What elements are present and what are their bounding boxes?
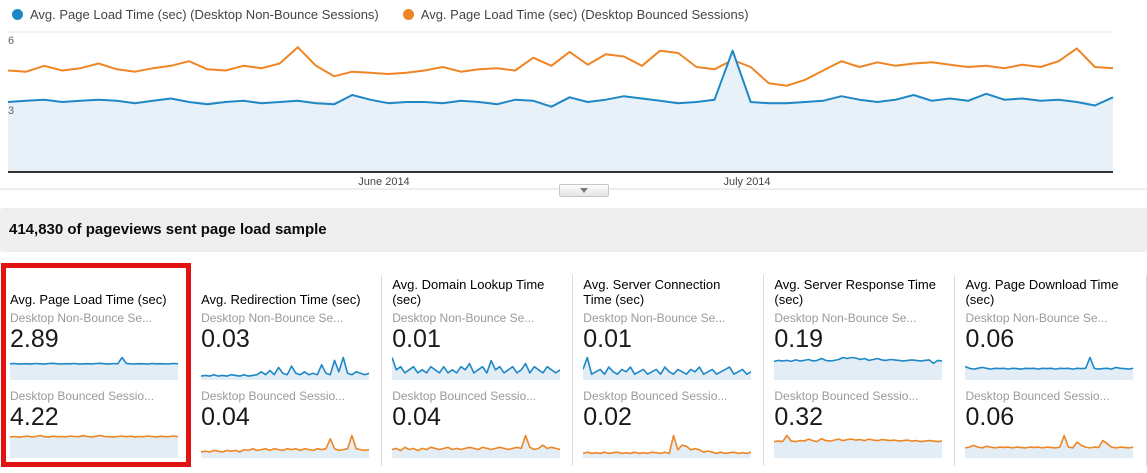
metric-card-title: Avg. Page Download Time (sec)	[965, 277, 1119, 307]
sparkline-bounced	[392, 434, 561, 458]
metric-value: 0.01	[392, 325, 441, 353]
main-chart-svg: 6 3 June 2014 July 2014	[0, 31, 1147, 190]
sparkline-bounced	[774, 434, 943, 458]
metric-card-avg-redirection-time[interactable]: Avg. Redirection Time (sec) Desktop Non-…	[191, 275, 383, 466]
metric-series-label: Desktop Non-Bounce Se...	[774, 311, 917, 325]
metric-card-title: Avg. Server Connection Time (sec)	[583, 277, 721, 307]
metric-series-label: Desktop Bounced Sessio...	[965, 389, 1110, 403]
metric-card-avg-page-download-time[interactable]: Avg. Page Download Time (sec) Desktop No…	[955, 275, 1147, 466]
sparkline-bounced	[201, 434, 370, 458]
metric-series-label: Desktop Non-Bounce Se...	[392, 311, 535, 325]
metric-card-title: Avg. Domain Lookup Time (sec)	[392, 277, 545, 307]
metric-value: 0.06	[965, 403, 1015, 431]
metric-series-label: Desktop Non-Bounce Se...	[10, 311, 153, 325]
metric-series-label: Desktop Bounced Sessio...	[10, 389, 155, 403]
y-tick-3: 3	[8, 105, 14, 117]
metric-series-label: Desktop Non-Bounce Se...	[201, 311, 344, 325]
metric-series-label: Desktop Non-Bounce Se...	[965, 311, 1108, 325]
metric-value: 0.32	[774, 403, 824, 431]
y-tick-6: 6	[8, 35, 14, 47]
legend-label: Avg. Page Load Time (sec) (Desktop Bounc…	[420, 7, 749, 22]
metric-card-title: Avg. Page Load Time (sec)	[10, 292, 167, 307]
chart-series	[7, 46, 1114, 173]
metric-series-label: Desktop Bounced Sessio...	[392, 389, 537, 403]
metric-value: 0.06	[965, 325, 1015, 353]
sparkline-non-bounce	[392, 357, 561, 380]
legend-item-non-bounce: Avg. Page Load Time (sec) (Desktop Non-B…	[12, 7, 379, 22]
sparkline-non-bounce	[10, 356, 179, 380]
timeline-chart[interactable]: 6 3 June 2014 July 2014	[0, 30, 1147, 198]
series-dot-icon	[402, 9, 414, 20]
sparkline-non-bounce	[201, 356, 370, 380]
legend-label: Avg. Page Load Time (sec) (Desktop Non-B…	[30, 7, 379, 22]
x-tick-july: July 2014	[723, 176, 770, 188]
metric-card-avg-domain-lookup-time[interactable]: Avg. Domain Lookup Time (sec) Desktop No…	[382, 275, 574, 466]
metric-series-label: Desktop Non-Bounce Se...	[583, 311, 726, 325]
sparkline-bounced	[583, 434, 752, 458]
legend-item-bounced: Avg. Page Load Time (sec) (Desktop Bounc…	[402, 7, 749, 22]
metric-series-label: Desktop Bounced Sessio...	[583, 389, 728, 403]
metric-card-title: Avg. Server Response Time (sec)	[774, 277, 936, 307]
metric-value: 0.01	[583, 325, 632, 353]
metric-value: 0.02	[583, 403, 632, 431]
metric-value: 0.04	[392, 403, 441, 431]
metric-value: 2.89	[10, 325, 59, 353]
collapse-chart-button[interactable]	[559, 184, 609, 197]
sparkline-bounced	[965, 434, 1134, 458]
sparkline-non-bounce	[583, 356, 752, 380]
sparkline-bounced	[10, 434, 179, 458]
sparkline-non-bounce	[774, 356, 943, 380]
metric-cards-row: Avg. Page Load Time (sec) Desktop Non-Bo…	[0, 275, 1147, 466]
x-tick-june: June 2014	[358, 176, 409, 188]
metric-value: 0.19	[774, 325, 824, 353]
chart-legend: Avg. Page Load Time (sec) (Desktop Non-B…	[12, 7, 749, 22]
sparkline-non-bounce	[965, 356, 1134, 380]
metric-card-title: Avg. Redirection Time (sec)	[201, 292, 361, 307]
metric-card-avg-server-response-time[interactable]: Avg. Server Response Time (sec) Desktop …	[764, 275, 956, 466]
metric-value: 0.04	[201, 403, 250, 431]
metric-card-avg-server-connection-time[interactable]: Avg. Server Connection Time (sec) Deskto…	[573, 275, 765, 466]
series-dot-icon	[12, 9, 23, 20]
metric-series-label: Desktop Bounced Sessio...	[774, 389, 919, 403]
metric-value: 0.03	[201, 325, 250, 353]
metric-value: 4.22	[10, 403, 59, 431]
triangle-down-icon	[580, 188, 588, 193]
sample-size-header: 414,830 of pageviews sent page load samp…	[0, 208, 1147, 252]
metric-card-avg-page-load-time[interactable]: Avg. Page Load Time (sec) Desktop Non-Bo…	[0, 275, 192, 466]
metric-series-label: Desktop Bounced Sessio...	[201, 389, 346, 403]
